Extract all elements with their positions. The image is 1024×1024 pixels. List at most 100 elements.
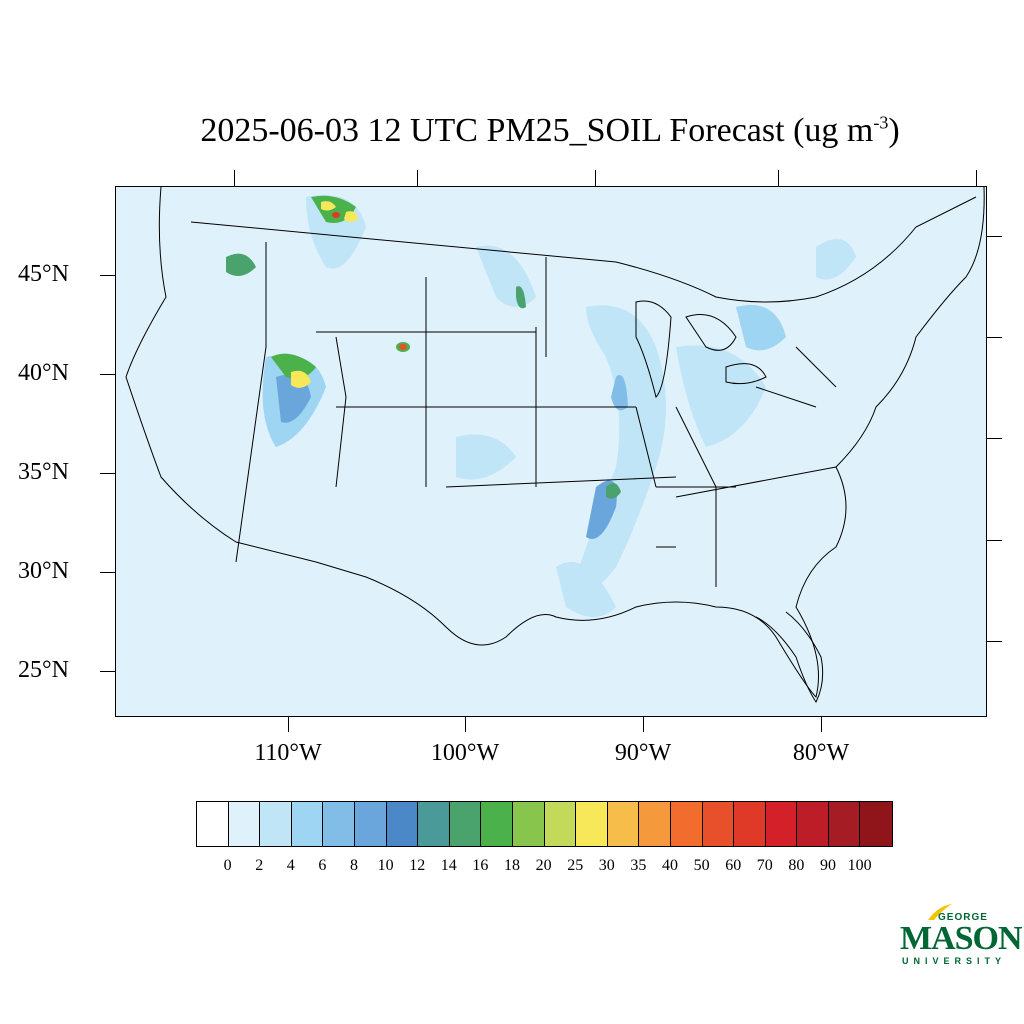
lat-label-30: 30°N xyxy=(18,558,69,584)
map-title: 2025-06-03 12 UTC PM25_SOIL Forecast (ug… xyxy=(0,112,1024,150)
colorbar-swatch xyxy=(765,802,798,846)
lon-label-80: 80°W xyxy=(792,740,850,766)
colorbar-swatch xyxy=(607,802,640,846)
colorbar-labels: 0 2 4 6 8 10 12 14 16 18 20 25 30 35 40 50 60 70 80 90 100 xyxy=(0,857,1024,877)
colorbar-label: 35 xyxy=(630,857,647,874)
colorbar-swatch xyxy=(386,802,419,846)
concentration-region xyxy=(576,305,666,590)
right-tick xyxy=(987,540,1002,541)
logo-mason: MASON xyxy=(900,920,1023,957)
colorbar-label: 10 xyxy=(377,857,394,874)
forecast-map xyxy=(115,186,987,717)
colorbar-label: 8 xyxy=(350,857,358,874)
top-tick xyxy=(417,170,418,186)
colorbar-swatch xyxy=(354,802,387,846)
concentration-region xyxy=(676,345,766,447)
concentration-region xyxy=(611,375,628,411)
top-tick xyxy=(234,170,235,186)
concentration-region xyxy=(516,286,526,309)
colorbar-swatch xyxy=(323,802,355,846)
map-canvas xyxy=(125,187,985,703)
concentration-region xyxy=(736,305,786,351)
concentration-region xyxy=(226,253,256,276)
lon-label-100: 100°W xyxy=(430,740,500,766)
concentration-region xyxy=(321,201,336,211)
boundaries xyxy=(125,187,985,703)
colorbar-swatch xyxy=(197,802,229,846)
bottom-tick xyxy=(465,717,466,732)
lat-label-45: 45°N xyxy=(18,261,69,287)
concentration-region xyxy=(556,562,616,617)
colorbar-swatch xyxy=(260,802,292,846)
colorbar-label: 14 xyxy=(440,857,457,874)
bottom-tick xyxy=(821,717,822,732)
concentration-region xyxy=(456,434,516,480)
colorbar-swatch xyxy=(860,802,893,846)
left-tick xyxy=(100,275,115,276)
us-outline xyxy=(125,187,985,698)
gmu-logo: GEORGE MASON UNIVERSITY xyxy=(898,900,1023,968)
concentration-hotspot xyxy=(332,212,340,218)
bottom-tick xyxy=(288,717,289,732)
colorbar-label: 2 xyxy=(255,857,264,874)
concentration-region xyxy=(606,483,621,499)
colorbar-swatch xyxy=(544,802,577,846)
colorbar-label: 0 xyxy=(223,857,232,874)
lat-label-25: 25°N xyxy=(18,657,69,683)
bottom-tick xyxy=(643,717,644,732)
colorbar-label: 40 xyxy=(662,857,678,874)
lat-label-40: 40°N xyxy=(18,360,69,386)
colorbar-swatch xyxy=(481,802,513,846)
top-tick xyxy=(976,170,977,186)
state-borders xyxy=(235,242,837,587)
concentration-regions xyxy=(226,195,856,617)
colorbar-label: 50 xyxy=(693,857,710,874)
left-tick xyxy=(100,572,115,573)
colorbar-label: 70 xyxy=(756,857,773,874)
colorbar xyxy=(196,801,894,847)
colorbar-label: 20 xyxy=(535,857,552,874)
logo-university: UNIVERSITY xyxy=(902,956,1007,966)
colorbar-swatch xyxy=(512,802,545,846)
concentration-region xyxy=(291,370,311,388)
colorbar-swatch xyxy=(702,802,735,846)
top-tick xyxy=(595,170,596,186)
colorbar-swatch xyxy=(639,802,671,846)
left-tick xyxy=(100,374,115,375)
florida xyxy=(755,611,824,703)
colorbar-label: 6 xyxy=(318,857,327,874)
lon-label-90: 90°W xyxy=(614,740,672,766)
title-text: 2025-06-03 12 UTC PM25_SOIL Forecast (ug… xyxy=(200,112,874,149)
title-exponent: -3 xyxy=(873,112,889,133)
colorbar-swatch xyxy=(449,802,482,846)
colorbar-label: 18 xyxy=(504,857,520,874)
left-tick xyxy=(100,473,115,474)
colorbar-swatch xyxy=(734,802,766,846)
colorbar-swatch xyxy=(228,802,261,846)
concentration-region xyxy=(271,353,316,379)
colorbar-swatch xyxy=(291,802,324,846)
lat-label-35: 35°N xyxy=(18,459,69,485)
colorbar-label: 25 xyxy=(567,857,584,874)
colorbar-swatch xyxy=(576,802,608,846)
great-lakes xyxy=(635,300,767,398)
lon-label-110: 110°W xyxy=(254,740,322,766)
colorbar-swatch xyxy=(670,802,703,846)
colorbar-swatch xyxy=(418,802,450,846)
colorbar-swatch xyxy=(828,802,861,846)
concentration-region xyxy=(476,245,536,307)
colorbar-label: 80 xyxy=(788,857,805,874)
colorbar-label: 4 xyxy=(286,857,295,874)
right-tick xyxy=(987,438,1002,439)
colorbar-label: 16 xyxy=(472,857,489,874)
logo-swoosh-icon xyxy=(928,904,952,920)
colorbar-label: 90 xyxy=(820,857,836,874)
colorbar-label: 60 xyxy=(725,857,742,874)
top-tick xyxy=(778,170,779,186)
title-close: ) xyxy=(888,112,900,149)
colorbar-label: 30 xyxy=(598,857,615,874)
canada-border xyxy=(190,196,977,303)
left-tick xyxy=(100,671,115,672)
concentration-region xyxy=(344,211,358,222)
right-tick xyxy=(987,337,1002,338)
